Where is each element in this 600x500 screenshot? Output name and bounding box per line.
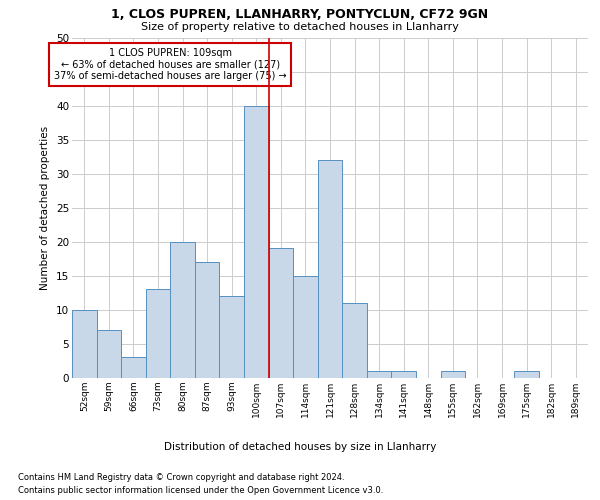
- Bar: [440, 370, 465, 378]
- Bar: [195, 262, 220, 378]
- Bar: [72, 310, 97, 378]
- Bar: [269, 248, 293, 378]
- Bar: [391, 370, 416, 378]
- Bar: [97, 330, 121, 378]
- Bar: [367, 370, 391, 378]
- Bar: [146, 289, 170, 378]
- Text: Contains public sector information licensed under the Open Government Licence v3: Contains public sector information licen…: [18, 486, 383, 495]
- Bar: [244, 106, 269, 378]
- Y-axis label: Number of detached properties: Number of detached properties: [40, 126, 50, 290]
- Bar: [220, 296, 244, 378]
- Bar: [170, 242, 195, 378]
- Text: 1 CLOS PUPREN: 109sqm
← 63% of detached houses are smaller (127)
37% of semi-det: 1 CLOS PUPREN: 109sqm ← 63% of detached …: [54, 48, 287, 81]
- Text: Distribution of detached houses by size in Llanharry: Distribution of detached houses by size …: [164, 442, 436, 452]
- Text: 1, CLOS PUPREN, LLANHARRY, PONTYCLUN, CF72 9GN: 1, CLOS PUPREN, LLANHARRY, PONTYCLUN, CF…: [112, 8, 488, 20]
- Bar: [342, 302, 367, 378]
- Bar: [293, 276, 318, 378]
- Text: Size of property relative to detached houses in Llanharry: Size of property relative to detached ho…: [141, 22, 459, 32]
- Text: Contains HM Land Registry data © Crown copyright and database right 2024.: Contains HM Land Registry data © Crown c…: [18, 472, 344, 482]
- Bar: [121, 357, 146, 378]
- Bar: [318, 160, 342, 378]
- Bar: [514, 370, 539, 378]
